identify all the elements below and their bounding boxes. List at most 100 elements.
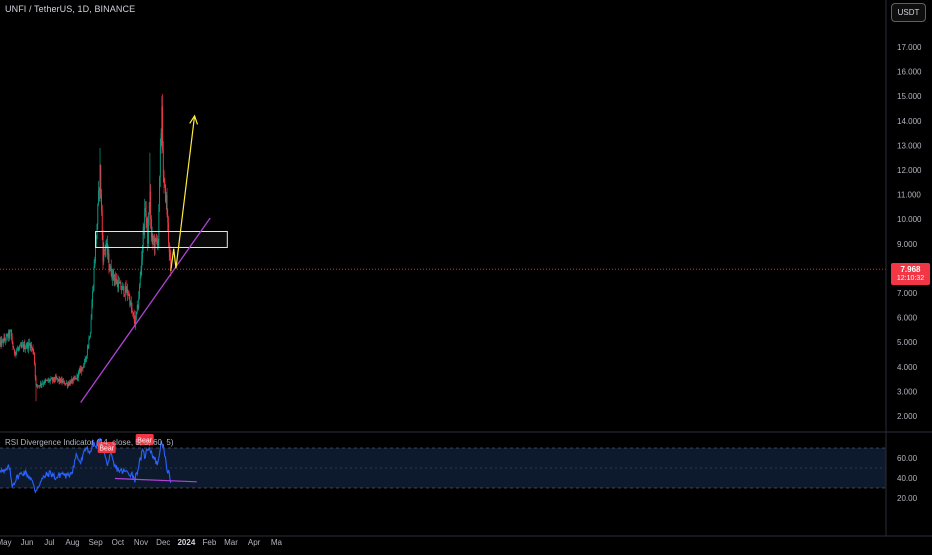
candle-body [104,249,106,251]
candle-body [62,381,64,383]
candle-body [131,308,133,312]
candle-body [144,208,146,212]
candle-body [40,383,42,385]
candle-body [118,281,120,284]
candle-body [143,227,145,230]
candle-body [165,195,167,202]
candle-body [79,368,81,371]
candle-body [115,278,117,280]
time-tick-label: Ma [271,538,283,547]
candle-body [25,347,27,349]
candle-body [60,379,62,383]
candle-body [93,266,95,286]
price-tick-label: 16.000 [897,68,922,77]
time-tick-label: May [0,538,12,547]
candle-body [51,378,53,379]
candle-body [115,278,117,284]
candle-body [101,194,102,211]
candle-body [44,380,46,384]
candle-body [163,176,165,183]
candle-body [84,359,86,361]
candle-body [69,382,71,385]
candle-body [153,240,155,248]
candle-body [57,378,59,380]
candle-body [85,358,87,360]
candle-body [31,345,32,348]
candle-body [75,378,76,379]
candle-body [19,345,21,347]
candle-body [122,286,124,288]
candle-body [123,286,125,295]
candle-body [68,383,70,385]
candle-body [27,343,29,349]
candle-body [128,294,130,296]
candle-body [23,344,25,349]
candle-body [161,106,163,134]
candle-body [28,342,30,345]
candle-body [133,315,135,321]
candle-body [110,266,112,276]
candle-body [10,329,12,337]
candle-body [80,368,82,372]
candle-body [106,243,108,244]
candle-body [86,355,88,359]
candle-body [126,289,128,293]
rsi-pane: Bear Bear [0,431,932,494]
candle-body [83,360,85,366]
candle-body [97,204,99,225]
candle-body [151,234,153,238]
candle-body [86,348,88,356]
candle-body [66,383,67,384]
candle-body [61,379,63,383]
candle-body [139,284,140,298]
candle-body [129,295,131,306]
price-tick-label: 5.000 [897,338,918,347]
rsi-tick-label: 40.00 [897,474,918,483]
candle-body [116,281,118,284]
candle-body [17,349,19,350]
candle-body [157,240,159,246]
candle-body [147,222,149,244]
candle-body [14,353,16,355]
candle-body [107,243,108,255]
last-price-value: 7.968 [900,265,921,274]
price-tick-label: 9.000 [897,240,918,249]
rsi-indicator-label[interactable]: RSI Divergence Indicator (14, close, 5, … [5,438,174,447]
candle-body [22,344,24,346]
candle-body [16,350,18,352]
candle-body [91,305,93,320]
candle-body [5,339,6,341]
candle-body [54,376,56,381]
candle-body [40,383,41,387]
candle-body [77,372,79,378]
candle-body [168,222,169,243]
candle-body [39,385,41,387]
projection-arrowhead [189,114,199,125]
candle-body [59,378,61,382]
time-tick-label: Sep [88,538,103,547]
candle-body [103,249,105,262]
candle-body [6,334,8,336]
candle-body [34,353,35,365]
candle-body [156,240,158,246]
candle-body [31,347,33,349]
symbol-header[interactable]: UNFI / TetherUS, 1D, BINANCE [5,4,136,14]
candle-body [22,344,24,349]
time-tick-label: 2024 [177,538,195,547]
candle-body [118,281,120,289]
candle-body [47,379,49,381]
candle-body [156,239,158,241]
candle-body [144,208,146,230]
currency-button[interactable]: USDT [891,3,926,22]
candle-body [8,331,10,337]
bear-signal-badge [135,434,154,445]
candle-body [81,367,83,369]
rsi-tick-label: 60.00 [897,454,918,463]
candle-body [75,378,77,379]
candle-body [48,379,50,382]
candle-body [54,380,56,381]
candle-body [100,165,102,195]
